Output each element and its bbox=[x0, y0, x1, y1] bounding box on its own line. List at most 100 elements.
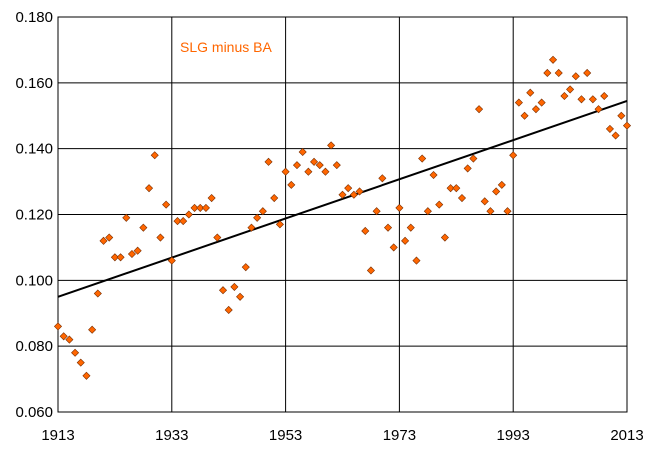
data-point bbox=[537, 98, 546, 107]
y-tick-label: 0.180 bbox=[15, 9, 53, 26]
data-point bbox=[162, 200, 171, 209]
x-tick-label: 1953 bbox=[269, 427, 302, 444]
data-point bbox=[594, 105, 603, 114]
data-point bbox=[469, 154, 478, 163]
data-point bbox=[218, 286, 228, 295]
data-point bbox=[82, 371, 91, 380]
data-point bbox=[429, 170, 438, 180]
data-point bbox=[65, 335, 74, 344]
y-tick-label: 0.160 bbox=[15, 75, 53, 92]
data-point bbox=[76, 358, 85, 367]
data-point bbox=[344, 184, 353, 193]
data-point bbox=[310, 157, 319, 166]
x-tick-label: 1993 bbox=[497, 427, 530, 444]
data-point bbox=[224, 305, 233, 314]
data-point bbox=[389, 243, 398, 252]
y-tick-label: 0.080 bbox=[15, 338, 53, 355]
data-point bbox=[230, 282, 239, 291]
data-point bbox=[338, 190, 347, 199]
data-point bbox=[167, 256, 176, 265]
data-point bbox=[196, 203, 205, 212]
data-point bbox=[463, 164, 472, 173]
data-point bbox=[59, 332, 68, 341]
data-point bbox=[543, 68, 552, 77]
data-point bbox=[378, 174, 387, 183]
data-point bbox=[571, 72, 580, 81]
plot-frame bbox=[57, 16, 628, 413]
data-point bbox=[264, 157, 273, 166]
data-point bbox=[452, 184, 461, 193]
data-point bbox=[526, 88, 535, 97]
data-point bbox=[139, 223, 148, 232]
x-tick-label: 2013 bbox=[610, 427, 643, 444]
data-point bbox=[583, 68, 592, 77]
data-point bbox=[184, 210, 193, 219]
data-point bbox=[93, 289, 102, 298]
data-point bbox=[247, 223, 256, 232]
data-point bbox=[298, 147, 307, 156]
data-point bbox=[617, 111, 626, 120]
data-point bbox=[105, 233, 114, 242]
data-point bbox=[327, 141, 336, 150]
data-point bbox=[213, 233, 222, 242]
data-point bbox=[287, 180, 296, 189]
data-point bbox=[395, 203, 404, 212]
data-point bbox=[258, 207, 267, 216]
data-points bbox=[53, 55, 632, 380]
y-tick-label: 0.060 bbox=[15, 404, 53, 421]
data-point bbox=[315, 161, 324, 170]
data-point bbox=[292, 161, 302, 170]
data-point bbox=[566, 85, 575, 94]
data-point bbox=[122, 213, 131, 222]
data-point bbox=[150, 151, 159, 160]
data-point bbox=[406, 223, 415, 232]
y-tick-label: 0.120 bbox=[15, 207, 53, 224]
data-point bbox=[366, 266, 375, 275]
data-point bbox=[361, 226, 370, 235]
data-point bbox=[156, 233, 165, 242]
data-point bbox=[179, 217, 188, 226]
data-point bbox=[611, 131, 620, 140]
data-point bbox=[486, 207, 495, 216]
data-point bbox=[332, 161, 341, 170]
data-point bbox=[190, 203, 199, 212]
data-point bbox=[201, 203, 210, 212]
data-point bbox=[446, 184, 455, 193]
data-point bbox=[99, 236, 108, 245]
data-point bbox=[275, 220, 284, 229]
data-point bbox=[588, 95, 597, 104]
data-point bbox=[304, 167, 313, 176]
data-point bbox=[133, 246, 142, 255]
y-tick-label: 0.100 bbox=[15, 272, 53, 289]
data-point bbox=[492, 187, 501, 196]
data-point bbox=[531, 105, 540, 114]
x-tick-label: 1973 bbox=[383, 427, 416, 444]
data-point bbox=[236, 292, 245, 301]
data-point bbox=[440, 233, 449, 242]
series-annotation: SLG minus BA bbox=[180, 39, 272, 55]
data-point bbox=[355, 187, 364, 196]
tick-labels: 0.060 0.080 0.100 0.120 0.140 0.160 0.180 1913 1… bbox=[15, 9, 643, 444]
data-point bbox=[127, 249, 136, 259]
data-point bbox=[281, 167, 290, 176]
data-point bbox=[383, 223, 393, 232]
data-point bbox=[372, 207, 381, 216]
data-point bbox=[549, 55, 558, 64]
data-point bbox=[253, 213, 262, 222]
data-point bbox=[480, 197, 489, 206]
data-point bbox=[110, 253, 119, 262]
data-point bbox=[435, 200, 444, 209]
data-point bbox=[173, 217, 182, 226]
data-point bbox=[71, 348, 80, 357]
data-point bbox=[412, 256, 421, 265]
data-point bbox=[514, 98, 523, 107]
data-point bbox=[207, 194, 216, 203]
data-point bbox=[605, 124, 614, 133]
data-point bbox=[554, 68, 563, 77]
data-point bbox=[241, 263, 250, 272]
data-point bbox=[423, 207, 432, 216]
data-point bbox=[600, 91, 609, 101]
data-point bbox=[622, 121, 632, 130]
